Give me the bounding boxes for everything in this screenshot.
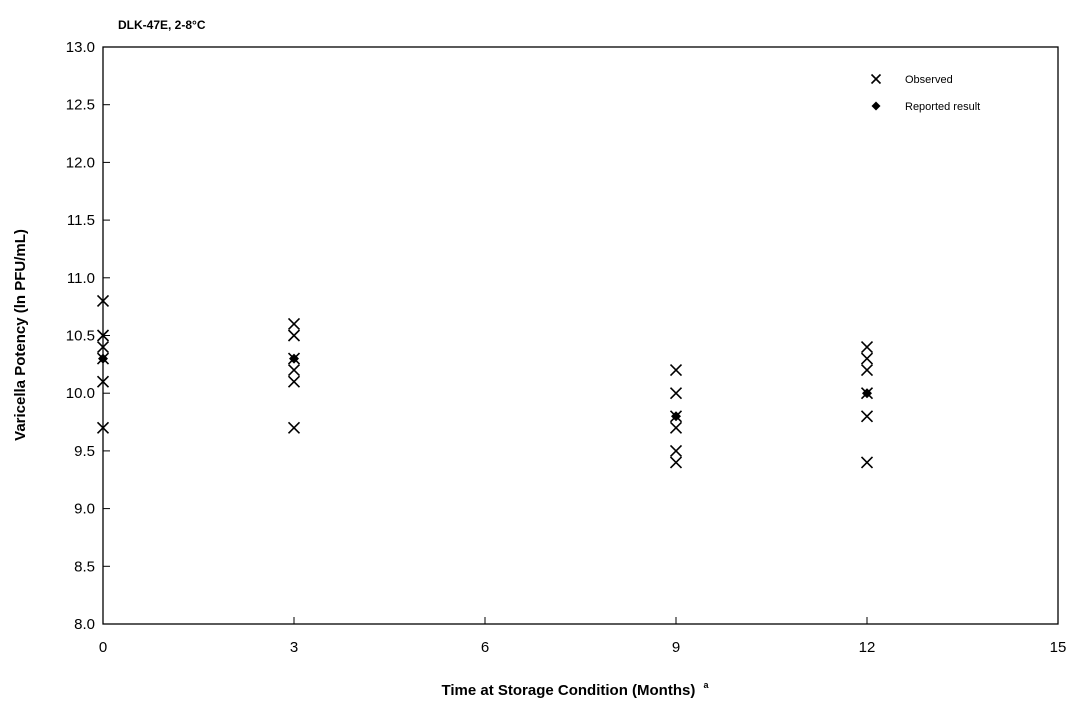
- data-point-observed: [669, 456, 683, 469]
- x-tick-label: 9: [672, 639, 680, 656]
- data-point-observed: [287, 364, 301, 377]
- data-point-observed: [287, 421, 301, 434]
- series-reported-result: [98, 353, 872, 422]
- data-point-observed: [287, 375, 301, 388]
- x-axis: 0 3 6 9 12 15: [99, 617, 1067, 656]
- data-point-observed: [96, 421, 110, 434]
- data-point-observed: [96, 375, 110, 388]
- x-tick-label: 0: [99, 639, 107, 656]
- data-point-reported: [289, 353, 299, 364]
- legend-marker-observed: [870, 73, 882, 85]
- data-point-reported: [671, 411, 681, 422]
- x-tick-label: 12: [859, 639, 876, 656]
- data-point-observed: [860, 364, 874, 377]
- x-axis-title-text: Time at Storage Condition (Months): [441, 682, 695, 699]
- legend-label: Reported result: [905, 101, 980, 113]
- x-axis-title: Time at Storage Condition (Months) a: [441, 680, 709, 699]
- data-point-observed: [287, 329, 301, 342]
- y-tick-label: 9.5: [74, 443, 95, 460]
- y-tick-label: 8.0: [74, 616, 95, 633]
- data-point-observed: [96, 294, 110, 307]
- data-point-observed: [860, 352, 874, 365]
- data-point-observed: [860, 410, 874, 423]
- y-tick-label: 11.0: [67, 270, 95, 287]
- data-point-observed: [96, 340, 110, 354]
- y-tick-label: 11.5: [67, 212, 95, 229]
- y-tick-label: 10.0: [66, 385, 95, 402]
- data-point-observed: [669, 421, 683, 434]
- data-point-observed: [860, 340, 874, 354]
- data-point-observed: [669, 444, 683, 457]
- legend-label: Observed: [905, 74, 953, 86]
- y-tick-label: 10.5: [66, 328, 95, 345]
- chart-title: DLK-47E, 2-8°C: [118, 18, 206, 32]
- x-tick-label: 3: [290, 639, 298, 656]
- plot-frame: [102, 46, 1059, 625]
- y-tick-label: 8.5: [74, 558, 95, 575]
- x-tick-label: 15: [1050, 639, 1067, 656]
- y-tick-label: 12.0: [66, 154, 95, 171]
- x-tick-label: 6: [481, 639, 489, 656]
- y-tick-label: 9.0: [74, 501, 95, 518]
- y-axis-title: Varicella Potency (ln PFU/mL): [12, 229, 29, 441]
- y-axis: 8.0 8.5 9.0 9.5 10.0 10.5 11.0 11.5 12.0 12.5 13.0: [66, 39, 110, 633]
- y-tick-label: 13.0: [66, 39, 95, 56]
- legend-marker-reported: [871, 101, 881, 111]
- legend: Observed Reported result: [870, 73, 980, 113]
- x-axis-footnote-marker: a: [704, 680, 710, 690]
- data-point-observed: [96, 329, 110, 342]
- data-point-observed: [287, 317, 301, 331]
- data-point-observed: [669, 387, 683, 400]
- data-point-observed: [669, 364, 683, 377]
- y-tick-label: 12.5: [66, 97, 95, 114]
- series-observed: [96, 294, 874, 469]
- series-layer: [96, 294, 874, 469]
- data-point-reported: [862, 388, 872, 399]
- data-point-observed: [860, 456, 874, 469]
- data-point-reported: [98, 353, 108, 364]
